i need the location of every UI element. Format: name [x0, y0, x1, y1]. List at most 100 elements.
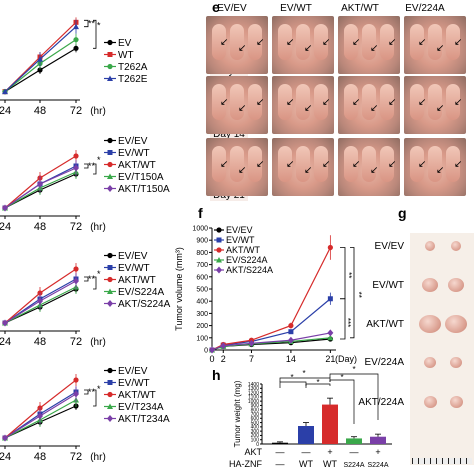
left-legend-label: AKT/S224A — [118, 299, 171, 310]
mouse-body — [428, 24, 442, 60]
mouse-body — [212, 146, 226, 182]
left-sig-label: ** — [88, 387, 96, 397]
left-sig-label: * — [97, 269, 101, 279]
panel-h-bar — [346, 438, 362, 444]
excised-tumor — [445, 315, 467, 333]
tumor-arrow-icon: ↙ — [220, 97, 229, 108]
left-sig-label: ** — [88, 19, 96, 29]
panel-g-row-label: EV/EV — [375, 241, 405, 252]
tumor-arrow-icon: ↙ — [286, 37, 295, 48]
left-legend-label: EV/WT — [118, 148, 150, 159]
tumor-arrow-icon: ↙ — [418, 159, 427, 170]
left-legend-marker — [107, 150, 113, 155]
panel-h-znf-mark: WT — [299, 459, 313, 469]
tumor-arrow-icon: ↙ — [388, 37, 397, 48]
tumor-arrow-icon: ↙ — [322, 37, 331, 48]
panel-h-y-tick-label: 100 — [251, 438, 260, 444]
panel-h-bar — [370, 436, 386, 444]
mouse-body — [344, 24, 358, 60]
panel-h-y-tick-label: 0 — [256, 442, 259, 448]
left-series-point — [73, 277, 79, 285]
panel-h-y-tick-label: 1400 — [248, 382, 259, 388]
left-series-point — [73, 37, 79, 43]
panel-h-y-tick-label: 300 — [251, 429, 260, 435]
excised-tumor — [451, 241, 461, 251]
left-x-tick-label: 48 — [34, 336, 46, 348]
tumor-arrow-icon: ↙ — [418, 37, 427, 48]
panel-f-x-label: (Day) — [335, 354, 357, 364]
mouse-body — [230, 24, 244, 60]
left-legend-marker — [107, 252, 113, 259]
mouse-photo: ↙ ↙ ↙ — [404, 16, 466, 74]
panel-h-sig-bracket — [329, 373, 379, 420]
left-legend-label: EV/WT — [118, 263, 150, 274]
mouse-body — [296, 146, 310, 182]
panel-h-sig-label: * — [290, 373, 293, 382]
mouse-body — [296, 84, 310, 120]
panel-h-y-tick-label: 1200 — [248, 390, 259, 396]
mouse-body — [428, 84, 442, 120]
mouse-photo: ↙ ↙ ↙ — [338, 138, 400, 196]
tumor-arrow-icon: ↙ — [454, 37, 463, 48]
left-series-point — [37, 412, 43, 420]
tumor-arrow-icon: ↙ — [238, 103, 247, 114]
left-sig-bracket — [84, 276, 89, 282]
tumor-arrow-icon: ↙ — [436, 165, 445, 176]
tumor-arrow-icon: ↙ — [304, 103, 313, 114]
panel-f-series-point — [288, 323, 294, 329]
panel-h-y-tick-label: 1300 — [248, 386, 259, 392]
panel-f-y-tick-label: 100 — [196, 335, 208, 342]
left-series-point — [37, 67, 43, 73]
left-x-tick-label: 72 — [70, 221, 82, 233]
panel-f-legend-marker — [216, 247, 222, 253]
panel-h-y-tick-label: 900 — [251, 403, 260, 409]
left-legend-label: EV/EV — [118, 366, 148, 377]
left-series-point — [37, 180, 43, 188]
panel-h-akt-mark: — — [350, 447, 359, 457]
tumor-arrow-icon: ↙ — [370, 43, 379, 54]
left-series-point — [73, 164, 79, 172]
left-legend-marker — [107, 391, 113, 398]
tumor-arrow-icon: ↙ — [256, 159, 265, 170]
mouse-body — [446, 84, 460, 120]
excised-tumor — [419, 315, 441, 333]
mouse-photo: ↙ ↙ ↙ — [404, 76, 466, 134]
panel-h-sig-bracket — [279, 377, 331, 382]
panel-f-series-point — [327, 334, 334, 341]
panel-e-row-label: Day 14 — [213, 129, 245, 140]
panel-h-bar — [298, 426, 314, 444]
tumor-arrow-icon: ↙ — [418, 97, 427, 108]
panel-f-legend-label: EV/WT — [226, 235, 255, 245]
left-series-point — [2, 319, 8, 327]
tumor-arrow-icon: ↙ — [238, 165, 247, 176]
panel-f-x-tick-label: 7 — [249, 354, 254, 364]
excised-tumor — [449, 396, 463, 408]
left-legend-label: EV/EV — [118, 136, 148, 147]
mouse-body — [344, 84, 358, 120]
excised-tumor — [448, 278, 464, 292]
mouse-body — [380, 146, 394, 182]
tumor-arrow-icon: ↙ — [322, 97, 331, 108]
excised-tumor — [425, 241, 435, 251]
panel-h-akt-mark: — — [302, 447, 311, 457]
tumor-arrow-icon: ↙ — [454, 159, 463, 170]
mouse-body — [380, 84, 394, 120]
panel-h-y-tick-label: 1100 — [248, 395, 259, 401]
tumor-arrow-icon: ↙ — [352, 37, 361, 48]
left-legend-marker — [107, 380, 113, 385]
left-x-unit: (hr) — [90, 222, 106, 233]
mouse-photo: ↙ ↙ ↙ — [206, 76, 268, 134]
panel-f-sig-bracket — [340, 298, 346, 340]
left-series-line — [4, 268, 77, 324]
left-sig-label: ** — [88, 274, 96, 284]
mouse-body — [314, 24, 328, 60]
panel-f-y-tick-label: 700 — [196, 262, 208, 269]
left-legend-marker — [107, 173, 113, 179]
panel-h-y-tick-label: 500 — [251, 420, 260, 426]
left-sig-label: * — [97, 155, 101, 165]
panel-h-y-tick-label: 1000 — [248, 399, 259, 405]
panel-f-x-tick-label: 14 — [286, 354, 296, 364]
panel-h-sig-label: * — [352, 365, 355, 374]
mouse-body — [362, 84, 376, 120]
panel-f-series-point — [288, 329, 294, 335]
